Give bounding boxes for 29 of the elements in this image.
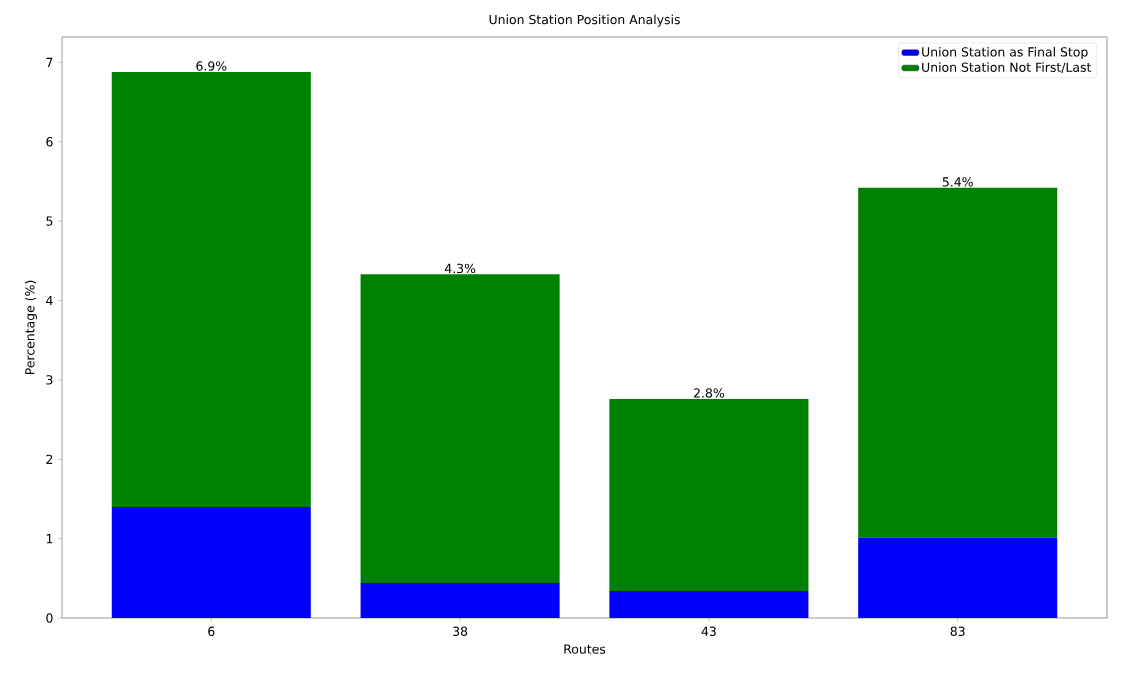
total-label: 2.8% — [694, 388, 725, 398]
bar — [111, 506, 311, 618]
chart-title: Union Station Position Analysis — [489, 14, 680, 27]
legend-label: Union Station Not First/Last — [922, 62, 1092, 73]
bar — [609, 591, 809, 618]
bar — [858, 187, 1058, 538]
y-tick-label: 0 — [46, 613, 53, 623]
total-label: 5.4% — [942, 177, 973, 187]
bar — [360, 274, 560, 584]
x-axis-title: Routes — [564, 644, 606, 654]
y-tick-label: 4 — [46, 295, 53, 306]
x-tick-label: 43 — [701, 626, 716, 637]
y-tick-label: 2 — [46, 454, 53, 464]
y-axis-title: Percentage (%) — [24, 280, 37, 375]
x-tick-label: 83 — [950, 626, 965, 637]
bar — [609, 398, 809, 592]
y-tick-label: 3 — [46, 375, 53, 385]
y-tick-label: 6 — [46, 137, 53, 147]
legend-label: Union Station as Final Stop — [922, 46, 1088, 60]
y-tick-label: 7 — [46, 57, 53, 67]
bar — [360, 583, 560, 618]
y-tick-label: 1 — [46, 534, 53, 544]
total-label: 4.3% — [444, 263, 476, 274]
x-tick-label: 6 — [208, 626, 215, 637]
y-tick-label: 5 — [46, 216, 53, 226]
bar — [111, 71, 311, 507]
total-label: 6.9% — [196, 61, 227, 71]
x-tick-label: 38 — [453, 626, 468, 637]
bar — [858, 537, 1058, 618]
